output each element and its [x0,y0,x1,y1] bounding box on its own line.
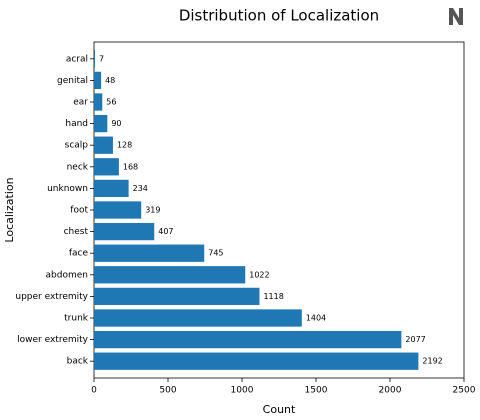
y-tick-label: trunk [64,314,89,324]
y-tick-label: chest [64,227,89,237]
y-tick-label: acral [66,54,88,64]
value-label: 234 [133,184,148,193]
value-label: 168 [123,162,138,171]
chart-title: Distribution of Localization [179,7,379,25]
y-tick-label: genital [57,76,88,86]
y-tick-label: face [69,249,89,259]
y-tick-label: neck [67,162,89,172]
bar [94,330,402,349]
y-tick-label: unknown [47,184,88,194]
value-label: 56 [106,98,116,107]
bar [94,266,246,284]
x-axis-label: Count [263,403,296,416]
y-tick-label: scalp [65,141,89,151]
bar [94,309,302,327]
logo-mark [449,8,463,25]
bar [94,201,142,219]
x-tick-label: 500 [159,386,176,396]
bar [94,222,155,241]
logo [449,8,463,25]
y-tick-label: back [67,357,89,367]
value-label: 319 [145,206,160,215]
y-tick-label: hand [65,119,88,129]
bar [94,287,260,306]
bar [94,136,113,154]
y-tick-label: ear [73,98,88,108]
value-label: 2192 [422,357,442,366]
value-label: 128 [117,141,132,150]
value-label: 1118 [263,292,283,301]
x-tick-label: 2500 [453,386,476,396]
value-label: 1022 [249,270,269,279]
bar [94,158,119,176]
y-tick-label: lower extremity [17,335,89,345]
value-label: 48 [105,76,115,85]
value-label: 1404 [306,314,326,323]
bar [94,114,108,133]
y-axis-label: Localization [3,177,16,242]
value-label: 90 [111,119,121,128]
y-tick-label: upper extremity [15,292,88,302]
x-tick-label: 2000 [379,386,402,396]
bar [94,352,419,370]
y-tick-label: foot [70,206,88,216]
value-label: 407 [158,227,173,236]
x-tick-label: 0 [91,386,97,396]
x-tick-label: 1500 [305,386,328,396]
x-tick-label: 1000 [231,386,254,396]
bar [94,93,103,111]
value-label: 7 [99,54,104,63]
bar [94,179,129,198]
bar [94,244,205,262]
bar [94,50,96,68]
value-label: 745 [208,249,223,258]
value-label: 2077 [405,335,425,344]
bar [94,71,102,90]
y-tick-label: abdomen [46,270,88,280]
